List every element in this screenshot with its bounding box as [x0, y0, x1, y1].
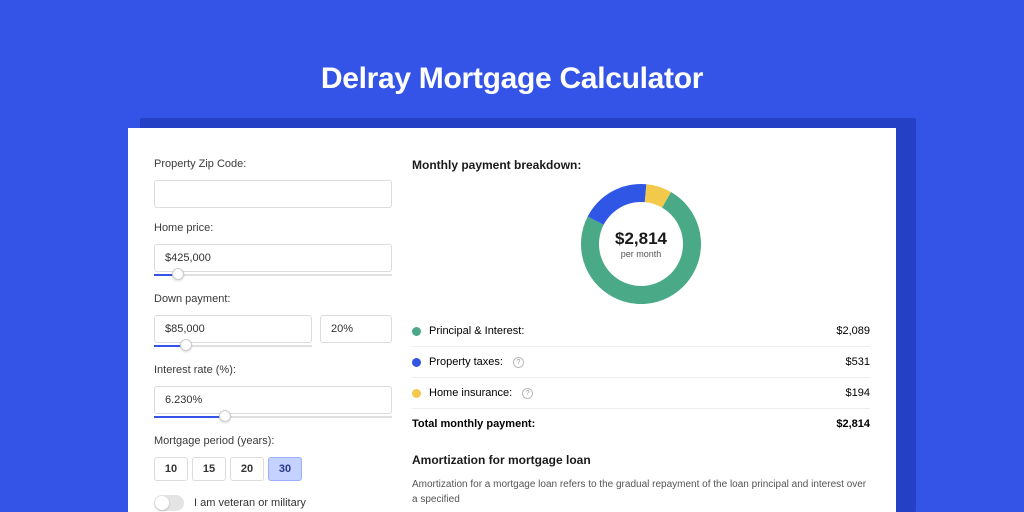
form-column: Property Zip Code: Home price: Down paym… [154, 158, 392, 512]
veteran-toggle[interactable] [154, 495, 184, 511]
period-buttons: 10152030 [154, 457, 392, 481]
interest-label: Interest rate (%): [154, 364, 392, 376]
taxes-label: Property taxes: [429, 356, 503, 368]
down-payment-pct-input[interactable] [320, 315, 392, 343]
insurance-label: Home insurance: [429, 387, 512, 399]
zip-input[interactable] [154, 180, 392, 208]
breakdown-title: Monthly payment breakdown: [412, 158, 870, 172]
interest-field-group: Interest rate (%): [154, 364, 392, 421]
down-payment-field-group: Down payment: [154, 293, 392, 350]
amortization-title: Amortization for mortgage loan [412, 453, 870, 467]
interest-input[interactable] [154, 386, 392, 414]
insurance-dot-icon [412, 389, 421, 398]
line-item-principal: Principal & Interest: $2,089 [412, 316, 870, 347]
insurance-amount: $194 [846, 387, 870, 399]
taxes-info-icon[interactable]: ? [513, 357, 524, 368]
taxes-dot-icon [412, 358, 421, 367]
line-item-total: Total monthly payment: $2,814 [412, 409, 870, 439]
period-button-20[interactable]: 20 [230, 457, 264, 481]
amortization-body: Amortization for a mortgage loan refers … [412, 477, 870, 507]
period-label: Mortgage period (years): [154, 435, 392, 447]
interest-slider[interactable] [154, 413, 392, 421]
principal-label: Principal & Interest: [429, 325, 524, 337]
taxes-amount: $531 [846, 356, 870, 368]
home-price-slider[interactable] [154, 271, 392, 279]
donut-wrap: $2,814 per month [412, 182, 870, 306]
veteran-label: I am veteran or military [194, 497, 306, 509]
home-price-label: Home price: [154, 222, 392, 234]
total-label: Total monthly payment: [412, 418, 535, 430]
donut-slice-taxes [588, 184, 647, 225]
home-price-field-group: Home price: [154, 222, 392, 279]
donut-center-amount: $2,814 [615, 229, 667, 249]
period-button-30[interactable]: 30 [268, 457, 302, 481]
veteran-toggle-row: I am veteran or military [154, 495, 392, 511]
page-title: Delray Mortgage Calculator [0, 0, 1024, 96]
calculator-card: Property Zip Code: Home price: Down paym… [128, 128, 896, 512]
period-field-group: Mortgage period (years): 10152030 [154, 435, 392, 481]
down-payment-slider[interactable] [154, 342, 312, 350]
down-payment-label: Down payment: [154, 293, 392, 305]
home-price-input[interactable] [154, 244, 392, 272]
insurance-info-icon[interactable]: ? [522, 388, 533, 399]
veteran-toggle-knob [155, 496, 169, 510]
zip-label: Property Zip Code: [154, 158, 392, 170]
down-payment-input[interactable] [154, 315, 312, 343]
donut-center-sub: per month [615, 249, 667, 259]
payment-donut-chart: $2,814 per month [579, 182, 703, 306]
principal-amount: $2,089 [836, 325, 870, 337]
down-payment-slider-thumb[interactable] [180, 339, 192, 351]
period-button-15[interactable]: 15 [192, 457, 226, 481]
zip-field-group: Property Zip Code: [154, 158, 392, 208]
period-button-10[interactable]: 10 [154, 457, 188, 481]
page-root: Delray Mortgage Calculator Property Zip … [0, 0, 1024, 512]
interest-slider-thumb[interactable] [219, 410, 231, 422]
breakdown-column: Monthly payment breakdown: $2,814 per mo… [412, 158, 870, 512]
principal-dot-icon [412, 327, 421, 336]
line-item-insurance: Home insurance:? $194 [412, 378, 870, 409]
total-amount: $2,814 [836, 418, 870, 430]
line-item-taxes: Property taxes:? $531 [412, 347, 870, 378]
home-price-slider-thumb[interactable] [172, 268, 184, 280]
breakdown-line-items: Principal & Interest: $2,089 Property taxe… [412, 316, 870, 439]
